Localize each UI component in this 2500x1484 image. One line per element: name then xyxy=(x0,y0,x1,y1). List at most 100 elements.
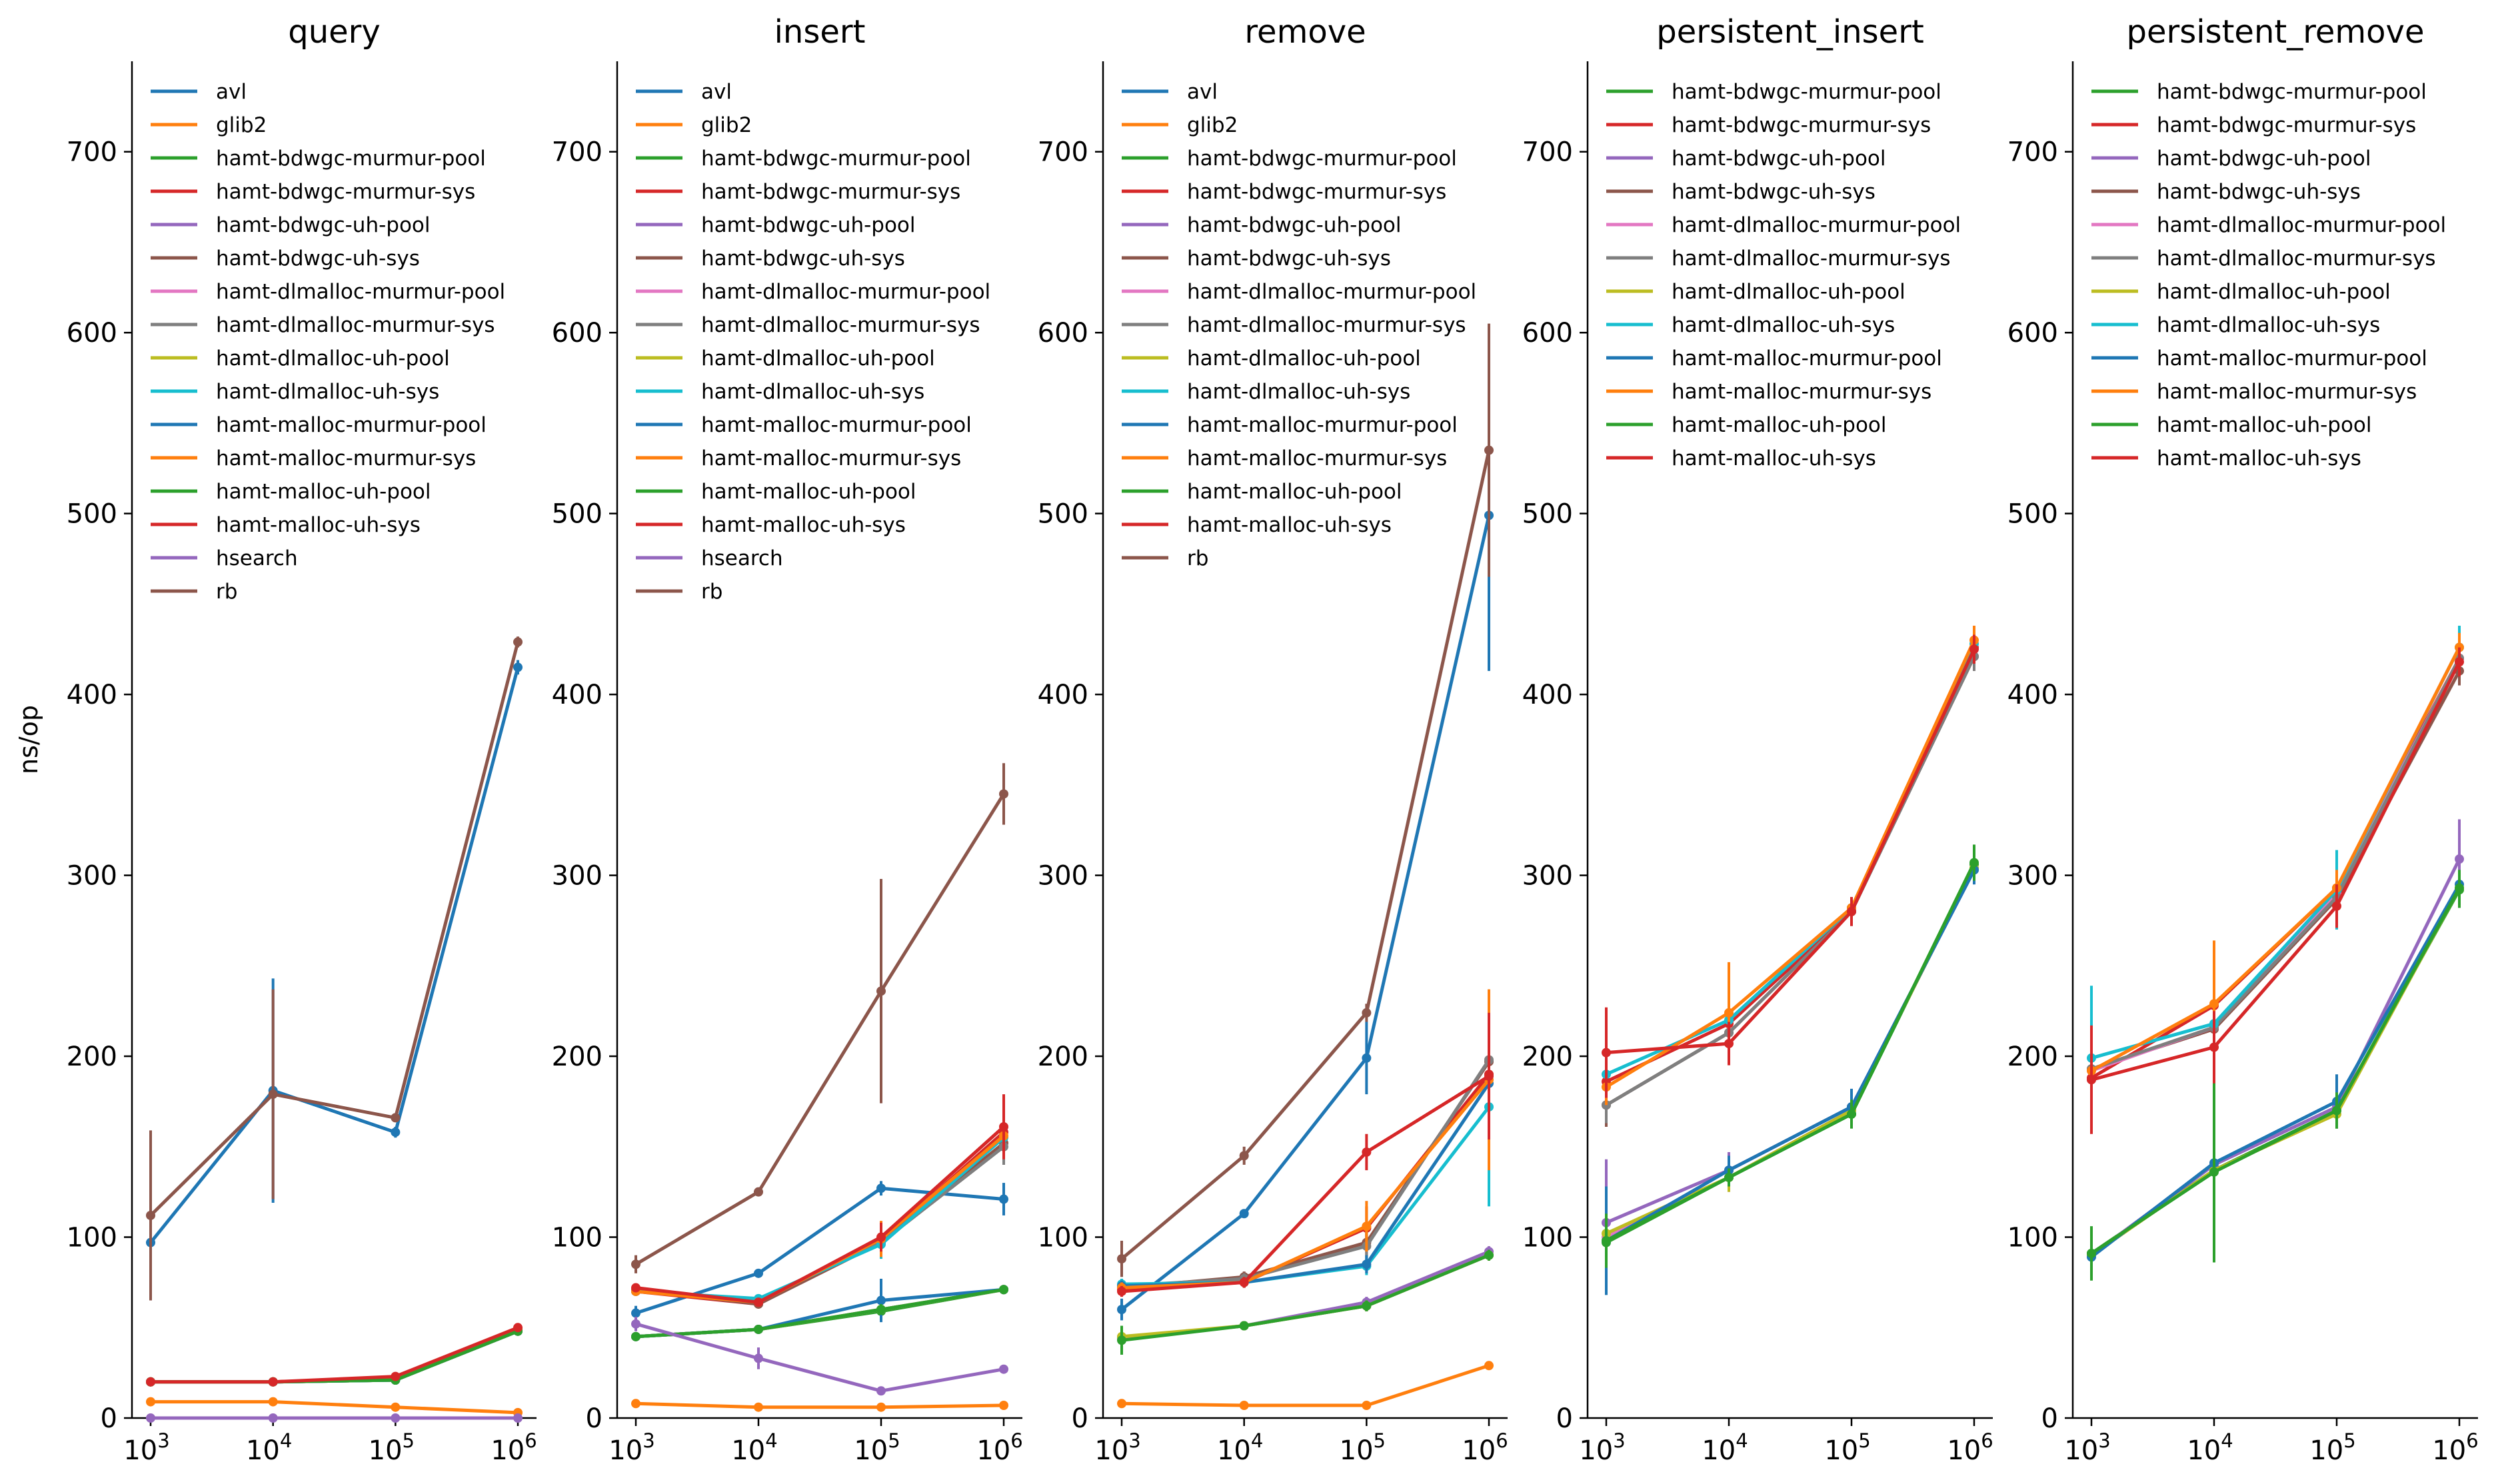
y-tick-label: 400 xyxy=(552,680,603,710)
y-tick-label: 300 xyxy=(1522,861,1573,892)
series-hamt-malloc-murmur-pool xyxy=(2087,870,2464,1275)
series-line xyxy=(635,1134,1005,1304)
legend: avl glib2 hamt-bdwgc-murmur-pool hamt-bdwgc… xyxy=(1122,80,1476,570)
data-point xyxy=(876,1402,886,1412)
y-tick-label: 200 xyxy=(2007,1042,2058,1072)
legend-label: rb xyxy=(216,580,237,604)
series-hamt-dlmalloc-murmur-sys xyxy=(1117,1014,1494,1291)
y-tick-label: 700 xyxy=(67,137,117,168)
series-line xyxy=(151,1329,519,1384)
data-point xyxy=(268,1090,278,1100)
series-line xyxy=(151,1329,519,1384)
legend-label: hamt-malloc-uh-sys xyxy=(2157,446,2361,470)
series-hamt-malloc-murmur-sys xyxy=(1602,625,1979,1106)
data-point xyxy=(876,986,886,996)
series-line xyxy=(2090,657,2461,1080)
data-point xyxy=(391,1371,401,1381)
y-tick-label: 700 xyxy=(2007,137,2058,168)
data-point xyxy=(1117,1399,1126,1409)
data-point xyxy=(1362,1400,1372,1410)
data-point xyxy=(1117,1286,1126,1296)
data-point xyxy=(631,1283,640,1293)
x-tick-label: 104 xyxy=(2187,1429,2233,1466)
series-line xyxy=(635,1131,1005,1306)
series-hamt-malloc-uh-pool xyxy=(1117,1249,1494,1355)
y-tick-label: 700 xyxy=(1038,137,1088,168)
data-point xyxy=(391,1127,401,1137)
legend-label: hamt-dlmalloc-uh-pool xyxy=(2157,280,2391,304)
series-line xyxy=(151,1327,519,1384)
legend-label: hamt-malloc-murmur-sys xyxy=(1672,380,1931,404)
chart-panel-query: query 0 100 200 300 400 500 600 700 103 104 105 106 a… xyxy=(67,13,537,1466)
legend-label: hamt-bdwgc-uh-sys xyxy=(1187,247,1391,271)
legend-label: hamt-malloc-murmur-pool xyxy=(701,413,972,437)
series-hamt-malloc-murmur-sys xyxy=(146,1324,523,1387)
data-point xyxy=(1239,1209,1249,1219)
x-tick-label: 105 xyxy=(1824,1429,1870,1466)
series-line xyxy=(2091,661,2461,1082)
x-tick-label: 106 xyxy=(1462,1429,1508,1466)
legend-label: hamt-malloc-murmur-sys xyxy=(701,446,961,470)
data-point xyxy=(1724,1039,1734,1049)
data-point xyxy=(268,1413,278,1423)
data-point xyxy=(1362,1221,1372,1231)
legend-label: hamt-bdwgc-murmur-sys xyxy=(1187,180,1446,204)
legend-label: hamt-bdwgc-uh-pool xyxy=(1672,147,1886,171)
y-tick-label: 100 xyxy=(1522,1223,1573,1253)
data-point xyxy=(2332,1106,2341,1115)
data-point xyxy=(999,1400,1008,1410)
series-line xyxy=(1121,1363,1490,1407)
y-tick-label: 0 xyxy=(1072,1403,1088,1434)
legend-label: glib2 xyxy=(701,113,752,137)
legend-label: hamt-dlmalloc-murmur-pool xyxy=(2157,213,2446,237)
series-hamt-dlmalloc-uh-sys xyxy=(1117,1007,1494,1290)
y-tick-label: 600 xyxy=(1038,318,1088,349)
series-hamt-malloc-uh-sys xyxy=(1602,634,1979,1098)
x-tick-label: 106 xyxy=(1947,1429,1993,1466)
series-hamt-dlmalloc-murmur-pool xyxy=(1602,854,1979,1265)
data-point xyxy=(1724,1008,1734,1018)
series-line xyxy=(1605,656,1976,1107)
x-tick-label: 103 xyxy=(1094,1429,1140,1466)
data-point xyxy=(1484,1250,1494,1260)
chart-title: persistent_remove xyxy=(2127,13,2425,51)
data-point xyxy=(1117,1254,1126,1264)
y-tick-label: 300 xyxy=(552,861,603,892)
series-hamt-bdwgc-uh-pool xyxy=(1602,855,1979,1286)
data-point xyxy=(1239,1400,1249,1410)
legend-label: hamt-malloc-uh-sys xyxy=(216,513,421,537)
series-line xyxy=(635,1145,1005,1302)
legend: avl glib2 hamt-bdwgc-murmur-pool hamt-bdwgc… xyxy=(636,80,990,604)
series-line xyxy=(1121,1074,1490,1293)
y-tick-label: 500 xyxy=(1038,499,1088,530)
data-point xyxy=(2087,1075,2096,1085)
series-rb xyxy=(1117,323,1494,1277)
data-point xyxy=(1969,644,1979,654)
legend-label: hamt-dlmalloc-uh-sys xyxy=(1187,380,1410,404)
legend-label: hamt-bdwgc-murmur-pool xyxy=(1672,80,1941,104)
legend-label: hamt-bdwgc-uh-sys xyxy=(216,247,420,271)
y-tick-label: 300 xyxy=(2007,861,2058,892)
data-point xyxy=(876,1295,886,1305)
legend-label: glib2 xyxy=(1187,113,1238,137)
legend-label: glib2 xyxy=(216,113,267,137)
series-line xyxy=(1120,514,1491,1311)
series-line xyxy=(2091,670,2461,1071)
chart-panel-remove: remove 0 100 200 300 400 500 600 700 103 104 105 106… xyxy=(1038,13,1508,1466)
legend-label: hamt-dlmalloc-uh-sys xyxy=(1672,313,1895,337)
series-line xyxy=(2091,657,2461,1071)
data-point xyxy=(1847,906,1856,916)
data-point xyxy=(999,1121,1008,1131)
y-tick-label: 700 xyxy=(1522,137,1573,168)
legend-label: hamt-bdwgc-uh-pool xyxy=(1187,213,1402,237)
y-tick-label: 500 xyxy=(2007,499,2058,530)
x-tick-label: 103 xyxy=(1579,1429,1625,1466)
legend-label: rb xyxy=(701,580,722,604)
series-line xyxy=(635,1322,1004,1393)
data-point xyxy=(1362,1301,1372,1311)
legend-label: hamt-malloc-murmur-sys xyxy=(1187,446,1447,470)
y-tick-label: 500 xyxy=(67,499,117,530)
data-point xyxy=(631,1331,640,1341)
series-line xyxy=(1605,643,1976,1076)
